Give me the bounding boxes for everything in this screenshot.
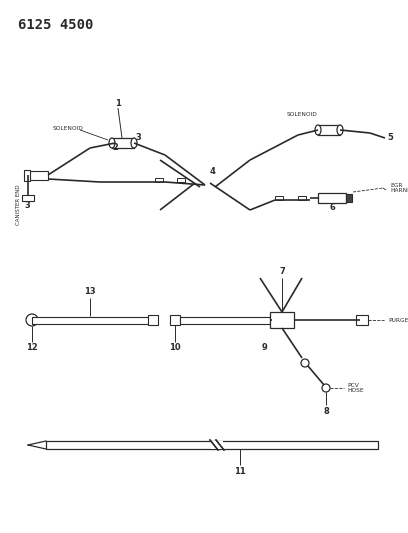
Bar [270, 312, 294, 328]
Text: 10: 10 [169, 343, 181, 352]
Bar [155, 178, 163, 182]
Ellipse shape [131, 138, 137, 148]
Text: 12: 12 [26, 343, 38, 352]
Bar [24, 170, 30, 181]
Bar [148, 315, 158, 325]
Circle shape [322, 384, 330, 392]
Text: 9: 9 [261, 343, 267, 352]
Text: CANISTER END: CANISTER END [16, 185, 20, 225]
Text: 7: 7 [279, 268, 285, 277]
Text: SOLENOID: SOLENOID [287, 112, 317, 117]
Bar [346, 194, 352, 202]
Bar [28, 171, 48, 180]
Text: 11: 11 [234, 466, 246, 475]
Bar [46, 441, 378, 449]
Bar [318, 125, 340, 135]
Bar [275, 196, 283, 200]
Bar [32, 317, 152, 324]
Ellipse shape [337, 125, 343, 135]
Text: EGR
HARNESS: EGR HARNESS [390, 183, 408, 193]
Bar [177, 178, 185, 182]
Text: 6: 6 [329, 204, 335, 213]
Bar [211, 441, 223, 449]
Text: 5: 5 [387, 133, 393, 142]
Text: 13: 13 [84, 287, 96, 296]
Ellipse shape [315, 125, 321, 135]
Text: 3: 3 [135, 133, 141, 142]
Ellipse shape [109, 138, 115, 148]
Bar [22, 195, 34, 201]
Text: 2: 2 [112, 143, 118, 152]
Text: 1: 1 [115, 100, 121, 109]
Bar [170, 315, 180, 325]
Circle shape [301, 359, 309, 367]
Bar [298, 196, 306, 200]
Bar [112, 138, 134, 148]
Bar [356, 315, 368, 325]
Text: 3: 3 [24, 201, 30, 211]
Text: PCV
HOSE: PCV HOSE [347, 383, 364, 393]
Text: 6125 4500: 6125 4500 [18, 18, 93, 32]
Text: 4: 4 [210, 166, 216, 175]
Bar [318, 193, 346, 203]
Circle shape [26, 314, 38, 326]
Text: SOLENOID: SOLENOID [53, 125, 83, 131]
Bar [180, 317, 270, 324]
Text: PURGE: PURGE [388, 318, 408, 322]
Text: 8: 8 [323, 407, 329, 416]
